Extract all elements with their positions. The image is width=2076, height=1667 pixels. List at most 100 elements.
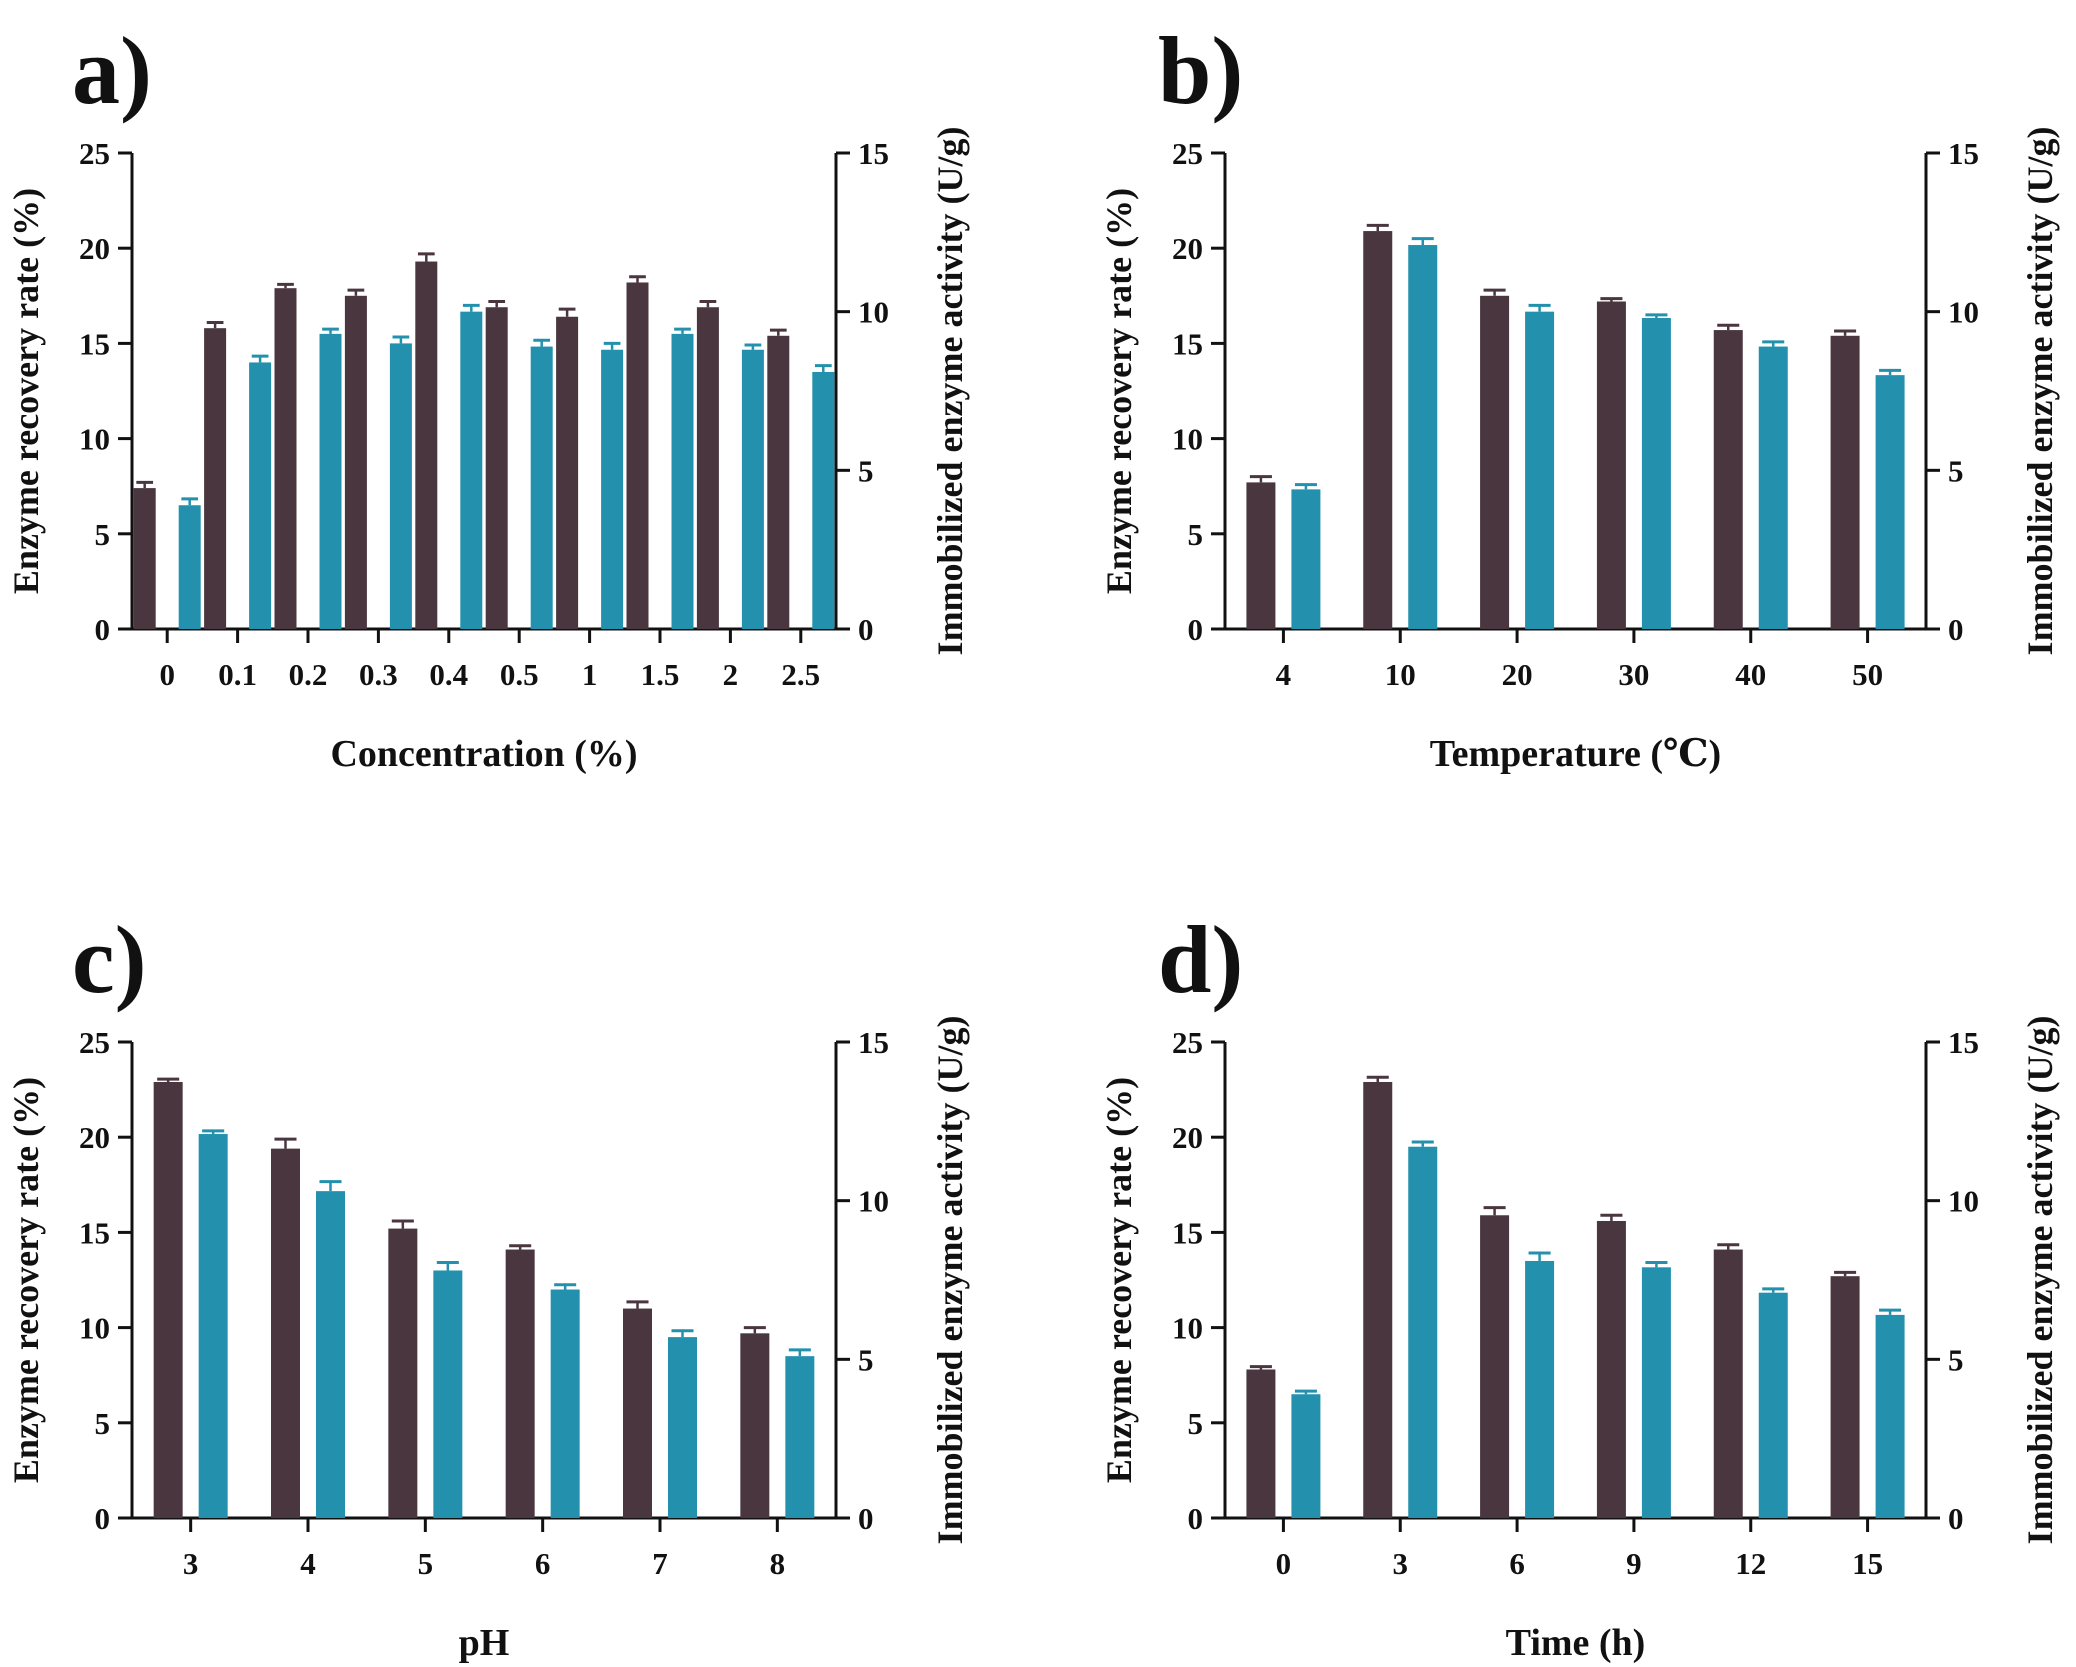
recovery-bar bbox=[1830, 335, 1860, 629]
right-tick-label: 15 bbox=[1948, 1025, 1979, 1060]
panel-label: d) bbox=[1158, 906, 1243, 1013]
activity-bar bbox=[1641, 1267, 1671, 1518]
left-tick-label: 25 bbox=[1172, 1025, 1203, 1060]
recovery-bar bbox=[204, 328, 227, 629]
activity-bar bbox=[1758, 346, 1788, 629]
left-tick-label: 15 bbox=[79, 1215, 110, 1250]
left-tick-label: 20 bbox=[79, 231, 110, 266]
x-tick-label: 8 bbox=[770, 1546, 786, 1581]
left-tick-label: 5 bbox=[95, 517, 111, 552]
right-tick-label: 0 bbox=[1948, 612, 1964, 647]
recovery-bar bbox=[1246, 1369, 1276, 1518]
right-tick-label: 5 bbox=[858, 453, 874, 488]
left-tick-label: 20 bbox=[1172, 231, 1203, 266]
panel-d: d) 0 5 10 15 20 25 0 5 10 15 0 3 6 9 12 15 Enzyme recover… bbox=[1099, 906, 2060, 1664]
recovery-bar bbox=[626, 282, 649, 629]
panel-label: b) bbox=[1158, 17, 1243, 124]
right-tick-label: 5 bbox=[1948, 453, 1964, 488]
activity-bar bbox=[550, 1289, 580, 1518]
activity-bar bbox=[1408, 1146, 1438, 1518]
x-axis-title: Time (h) bbox=[1506, 1622, 1646, 1664]
left-tick-label: 25 bbox=[1172, 136, 1203, 171]
recovery-bar bbox=[1596, 301, 1626, 629]
recovery-bar bbox=[1480, 1215, 1510, 1518]
activity-bar bbox=[1875, 375, 1905, 629]
x-axis-title: Temperature (℃) bbox=[1430, 733, 1721, 775]
recovery-bar bbox=[1363, 231, 1393, 629]
recovery-bar bbox=[556, 316, 579, 629]
left-tick-label: 15 bbox=[1172, 1215, 1203, 1250]
right-tick-label: 10 bbox=[1948, 295, 1979, 330]
recovery-bar bbox=[274, 288, 297, 629]
x-tick-label: 50 bbox=[1852, 657, 1883, 692]
x-tick-label: 7 bbox=[652, 1546, 668, 1581]
x-tick-label: 0.2 bbox=[289, 657, 328, 692]
x-tick-label: 4 bbox=[300, 1546, 316, 1581]
left-tick-label: 15 bbox=[1172, 326, 1203, 361]
left-tick-label: 10 bbox=[1172, 422, 1203, 457]
recovery-bar bbox=[1480, 295, 1510, 629]
activity-bar bbox=[530, 346, 553, 629]
recovery-bar bbox=[1363, 1081, 1393, 1518]
left-tick-label: 5 bbox=[95, 1406, 111, 1441]
activity-bar bbox=[1291, 1394, 1321, 1518]
x-tick-label: 0.5 bbox=[500, 657, 539, 692]
x-tick-label: 0 bbox=[159, 657, 175, 692]
x-tick-label: 1.5 bbox=[641, 657, 680, 692]
recovery-bar bbox=[1713, 330, 1743, 629]
right-tick-label: 10 bbox=[858, 1184, 889, 1219]
activity-bar bbox=[785, 1356, 815, 1518]
x-tick-label: 12 bbox=[1735, 1546, 1766, 1581]
x-axis-title: Concentration (%) bbox=[330, 733, 637, 775]
right-axis-title: Immobilized enzyme activity (U/g) bbox=[930, 1016, 970, 1545]
activity-bar bbox=[1291, 489, 1321, 629]
recovery-bar bbox=[1596, 1220, 1626, 1518]
right-tick-label: 5 bbox=[858, 1342, 874, 1377]
recovery-bar bbox=[505, 1249, 535, 1518]
activity-bar bbox=[1525, 311, 1555, 629]
activity-bar bbox=[668, 1337, 697, 1518]
recovery-bar bbox=[388, 1228, 418, 1518]
x-tick-label: 15 bbox=[1852, 1546, 1883, 1581]
right-axis-title: Immobilized enzyme activity (U/g) bbox=[2020, 1016, 2060, 1545]
x-axis-title: pH bbox=[459, 1622, 510, 1664]
x-tick-label: 3 bbox=[183, 1546, 199, 1581]
right-tick-label: 0 bbox=[1948, 1501, 1964, 1536]
activity-bar bbox=[389, 343, 412, 629]
panel-b: b) 0 5 10 15 20 25 0 5 10 15 4 10 20 30 40 50 Enzyme reco… bbox=[1099, 17, 2060, 775]
recovery-bar bbox=[344, 295, 367, 629]
recovery-bar bbox=[133, 488, 156, 629]
recovery-bar bbox=[153, 1081, 183, 1518]
right-tick-label: 5 bbox=[1948, 1342, 1964, 1377]
right-tick-label: 0 bbox=[858, 612, 874, 647]
left-axis-title: Enzyme recovery rate (%) bbox=[6, 188, 46, 594]
activity-bar bbox=[1875, 1314, 1905, 1518]
left-tick-label: 10 bbox=[1172, 1311, 1203, 1346]
panel-a: a) 0 5 10 15 20 25 0 5 10 15 0 0.1 0.2 0.3 0.4 0.5 1 1.5 2 2… bbox=[6, 17, 970, 775]
recovery-bar bbox=[696, 307, 719, 629]
x-tick-label: 3 bbox=[1393, 1546, 1409, 1581]
activity-bar bbox=[319, 333, 342, 629]
right-axis-title: Immobilized enzyme activity (U/g) bbox=[930, 127, 970, 656]
left-tick-label: 10 bbox=[79, 422, 110, 457]
recovery-bar bbox=[271, 1148, 300, 1518]
activity-bar bbox=[671, 333, 694, 629]
recovery-bar bbox=[1713, 1249, 1743, 1518]
left-tick-label: 20 bbox=[1172, 1120, 1203, 1155]
left-tick-label: 5 bbox=[1188, 517, 1204, 552]
activity-bar bbox=[198, 1134, 228, 1518]
recovery-bar bbox=[485, 307, 508, 629]
left-tick-label: 20 bbox=[79, 1120, 110, 1155]
right-tick-label: 0 bbox=[858, 1501, 874, 1536]
x-tick-label: 0.3 bbox=[359, 657, 398, 692]
x-tick-label: 20 bbox=[1502, 657, 1533, 692]
activity-bar bbox=[1758, 1292, 1788, 1518]
activity-bar bbox=[178, 505, 201, 629]
activity-bar bbox=[460, 311, 483, 629]
right-tick-label: 15 bbox=[858, 1025, 889, 1060]
activity-bar bbox=[249, 362, 272, 629]
x-tick-label: 0.4 bbox=[429, 657, 468, 692]
panel-c: c) 0 5 10 15 20 25 0 5 10 15 3 4 5 6 7 8 Enzyme recovery … bbox=[6, 906, 970, 1664]
x-tick-label: 0.1 bbox=[218, 657, 257, 692]
